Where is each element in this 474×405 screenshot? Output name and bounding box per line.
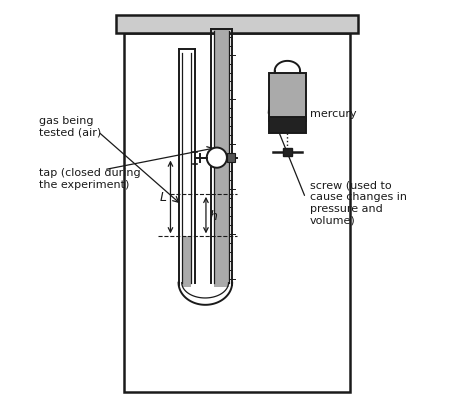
Bar [214, 194, 228, 287]
Bar [214, 30, 228, 194]
Bar [124, 34, 350, 392]
Bar [283, 149, 292, 156]
Circle shape [207, 148, 227, 168]
Text: h: h [210, 209, 218, 222]
Bar [227, 154, 235, 163]
Text: gas being
tested (air): gas being tested (air) [39, 115, 101, 137]
Bar [182, 237, 191, 287]
Bar [116, 15, 358, 34]
Text: tap (closed during
the experiment): tap (closed during the experiment) [39, 168, 141, 189]
Bar [269, 118, 306, 134]
Text: L: L [159, 191, 166, 204]
Text: mercury: mercury [310, 109, 356, 119]
Text: screw (used to
cause changes in
pressure and
volume): screw (used to cause changes in pressure… [310, 180, 407, 225]
Bar [269, 74, 306, 122]
